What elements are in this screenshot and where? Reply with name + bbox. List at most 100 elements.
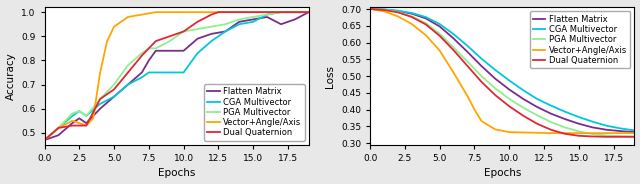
CGA Multivector — [250, 21, 257, 23]
Vector+Angle/Axis — [408, 23, 416, 25]
Vector+Angle/Axis — [492, 128, 499, 130]
Flatten Matrix — [236, 21, 243, 23]
Flatten Matrix — [464, 51, 472, 53]
PGA Multivector — [263, 13, 271, 16]
Dual Quaternion — [506, 105, 513, 107]
Vector+Angle/Axis — [450, 72, 458, 74]
Dual Quaternion — [138, 54, 146, 57]
Vector+Angle/Axis — [630, 132, 638, 134]
CGA Multivector — [603, 125, 611, 127]
Flatten Matrix — [630, 131, 638, 133]
CGA Multivector — [41, 139, 49, 141]
Vector+Angle/Axis — [422, 34, 429, 36]
PGA Multivector — [250, 16, 257, 18]
PGA Multivector — [83, 115, 90, 117]
Y-axis label: Accuracy: Accuracy — [6, 52, 15, 100]
Flatten Matrix — [68, 122, 76, 124]
PGA Multivector — [492, 87, 499, 90]
Vector+Angle/Axis — [76, 122, 83, 124]
Vector+Angle/Axis — [221, 11, 229, 13]
Vector+Angle/Axis — [263, 11, 271, 13]
PGA Multivector — [76, 110, 83, 112]
Dual Quaternion — [617, 136, 625, 138]
Vector+Angle/Axis — [436, 49, 444, 52]
Dual Quaternion — [589, 135, 596, 138]
CGA Multivector — [54, 127, 62, 129]
Dual Quaternion — [477, 81, 485, 83]
PGA Multivector — [138, 52, 146, 54]
Flatten Matrix — [207, 33, 215, 35]
Dual Quaternion — [291, 11, 299, 13]
CGA Multivector — [477, 58, 485, 60]
Flatten Matrix — [138, 71, 146, 74]
PGA Multivector — [464, 61, 472, 63]
CGA Multivector — [138, 76, 146, 78]
Dual Quaternion — [166, 35, 173, 37]
CGA Multivector — [110, 95, 118, 98]
PGA Multivector — [436, 33, 444, 35]
Dual Quaternion — [263, 11, 271, 13]
CGA Multivector — [422, 16, 429, 18]
Dual Quaternion — [250, 11, 257, 13]
Vector+Angle/Axis — [207, 11, 215, 13]
Flatten Matrix — [263, 16, 271, 18]
Flatten Matrix — [617, 130, 625, 132]
CGA Multivector — [575, 116, 582, 118]
PGA Multivector — [589, 133, 596, 135]
PGA Multivector — [145, 47, 153, 49]
PGA Multivector — [207, 26, 215, 28]
Dual Quaternion — [96, 98, 104, 100]
Flatten Matrix — [110, 95, 118, 98]
Vector+Angle/Axis — [194, 11, 202, 13]
Vector+Angle/Axis — [166, 11, 173, 13]
PGA Multivector — [236, 18, 243, 20]
Dual Quaternion — [422, 23, 429, 26]
Vector+Angle/Axis — [394, 15, 402, 17]
CGA Multivector — [366, 8, 374, 10]
Flatten Matrix — [436, 25, 444, 28]
Vector+Angle/Axis — [124, 16, 132, 18]
PGA Multivector — [617, 135, 625, 137]
Line: PGA Multivector: PGA Multivector — [370, 9, 634, 137]
Vector+Angle/Axis — [83, 124, 90, 127]
Dual Quaternion — [194, 21, 202, 23]
Dual Quaternion — [547, 129, 555, 131]
Flatten Matrix — [492, 78, 499, 80]
PGA Multivector — [422, 22, 429, 24]
Dual Quaternion — [180, 30, 188, 33]
CGA Multivector — [547, 105, 555, 107]
Dual Quaternion — [561, 133, 569, 135]
Dual Quaternion — [533, 123, 541, 125]
Vector+Angle/Axis — [41, 139, 49, 141]
CGA Multivector — [124, 83, 132, 86]
CGA Multivector — [194, 52, 202, 54]
Line: CGA Multivector: CGA Multivector — [370, 9, 634, 130]
Vector+Angle/Axis — [464, 95, 472, 97]
Dual Quaternion — [408, 16, 416, 18]
Vector+Angle/Axis — [589, 132, 596, 134]
Flatten Matrix — [145, 59, 153, 61]
CGA Multivector — [236, 23, 243, 25]
Vector+Angle/Axis — [96, 71, 104, 74]
Vector+Angle/Axis — [68, 120, 76, 122]
Vector+Angle/Axis — [152, 11, 159, 13]
Dual Quaternion — [492, 94, 499, 96]
Vector+Angle/Axis — [617, 132, 625, 134]
CGA Multivector — [291, 11, 299, 13]
PGA Multivector — [450, 47, 458, 49]
Dual Quaternion — [380, 9, 388, 11]
PGA Multivector — [380, 9, 388, 11]
CGA Multivector — [277, 11, 285, 13]
PGA Multivector — [221, 23, 229, 25]
Flatten Matrix — [180, 50, 188, 52]
Flatten Matrix — [221, 30, 229, 33]
PGA Multivector — [124, 64, 132, 66]
PGA Multivector — [110, 83, 118, 86]
Vector+Angle/Axis — [250, 11, 257, 13]
CGA Multivector — [305, 11, 312, 13]
Vector+Angle/Axis — [547, 132, 555, 134]
Flatten Matrix — [152, 50, 159, 52]
Flatten Matrix — [194, 38, 202, 40]
Y-axis label: Loss: Loss — [326, 65, 335, 88]
Flatten Matrix — [305, 11, 312, 13]
